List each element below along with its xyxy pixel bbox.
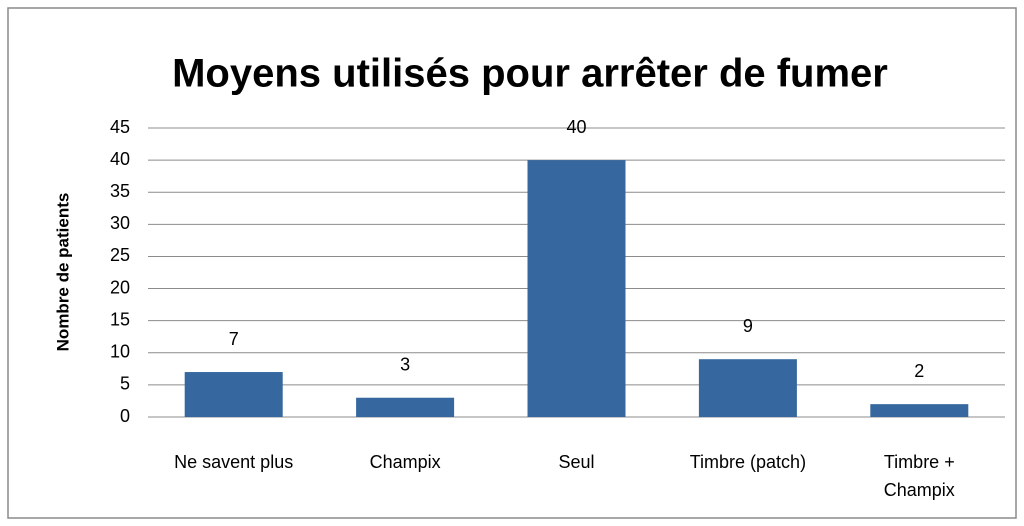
chart-title: Moyens utilisés pour arrêter de fumer: [172, 52, 888, 96]
bar: [870, 404, 969, 417]
bar: [527, 160, 626, 417]
y-tick-label: 20: [110, 277, 130, 297]
y-tick-label: 0: [120, 406, 130, 426]
data-label: 9: [743, 316, 753, 336]
y-tick-label: 40: [110, 149, 130, 169]
data-label: 3: [400, 354, 410, 374]
data-label: 40: [566, 117, 586, 137]
y-tick-label: 15: [110, 309, 130, 329]
chart-border: [7, 7, 1017, 519]
data-label: 7: [229, 329, 239, 349]
y-tick-label: 35: [110, 181, 130, 201]
bar: [356, 397, 455, 417]
x-tick-label: Timbre (patch): [689, 452, 807, 472]
y-tick-label: 25: [110, 245, 130, 265]
y-tick-label: 10: [110, 342, 130, 362]
bar: [698, 359, 797, 417]
y-tick-label: 45: [110, 117, 130, 137]
x-tick-label: Champix: [369, 452, 441, 472]
x-tick-label: Timbre + Champix: [883, 452, 955, 500]
y-tick-label: 30: [110, 213, 130, 233]
data-label: 2: [914, 361, 924, 381]
y-tick-label: 5: [120, 374, 130, 394]
bar: [184, 372, 283, 417]
x-tick-label: Seul: [558, 452, 595, 472]
x-tick-label: Ne savent plus: [174, 452, 294, 472]
y-axis-label: Nombre de patients: [53, 193, 72, 352]
